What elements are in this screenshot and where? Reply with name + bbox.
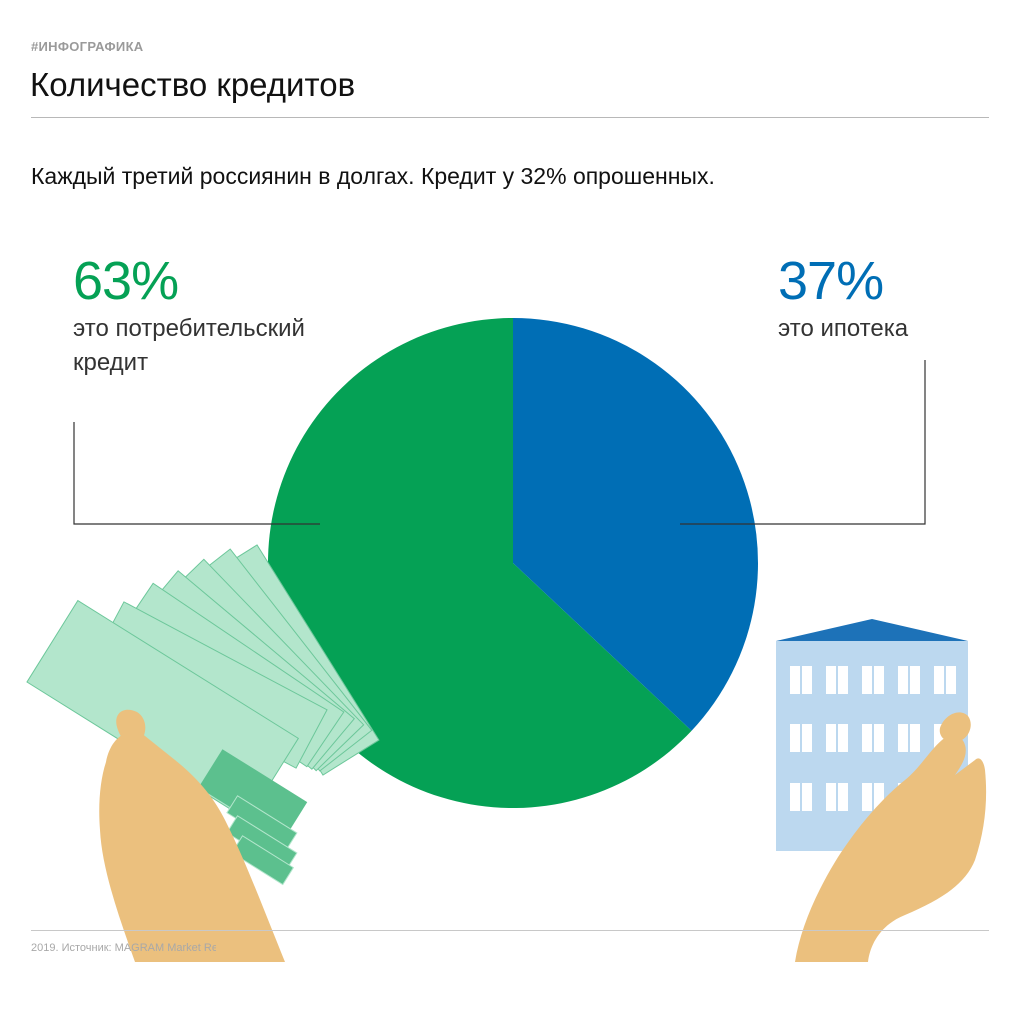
window-mullion xyxy=(836,666,838,694)
building-in-hand-illustration xyxy=(776,619,987,962)
chart-subtitle: Каждый третий россиянин в долгах. Кредит… xyxy=(31,163,715,189)
pie-slice-consumer-credit xyxy=(267,318,692,808)
right-hand-icon xyxy=(795,712,987,962)
window-mullion xyxy=(800,724,802,752)
left-hand-icon xyxy=(99,709,285,962)
window-mullion xyxy=(836,724,838,752)
title-divider xyxy=(31,117,989,118)
consumer-credit-description: это потребительский кредит xyxy=(73,315,305,376)
source-note: 2019. Источник: MAGRAM Market Research xyxy=(31,942,216,954)
mortgage-description: это ипотека xyxy=(778,315,909,342)
window-mullion xyxy=(872,666,874,694)
window-mullion xyxy=(908,666,910,694)
money-in-hand-illustration xyxy=(26,544,380,962)
leader-line-consumer xyxy=(73,422,320,525)
building-roof xyxy=(776,619,968,641)
leader-line-mortgage xyxy=(680,360,926,525)
consumer-credit-percent: 63% xyxy=(73,251,179,311)
mortgage-percent: 37% xyxy=(778,251,884,311)
banknotes-icon xyxy=(26,544,380,886)
window-mullion xyxy=(836,783,838,811)
pie-slice-mortgage xyxy=(513,318,758,731)
window-mullion xyxy=(872,724,874,752)
window-mullion xyxy=(872,783,874,811)
page-title: Количество кредитов xyxy=(30,66,356,103)
footer-divider xyxy=(31,930,989,931)
window-mullion xyxy=(800,666,802,694)
hashtag-label: #ИНФОГРАФИКА xyxy=(31,39,144,54)
window-mullion xyxy=(944,666,946,694)
window-mullion xyxy=(800,783,802,811)
window-mullion xyxy=(908,724,910,752)
